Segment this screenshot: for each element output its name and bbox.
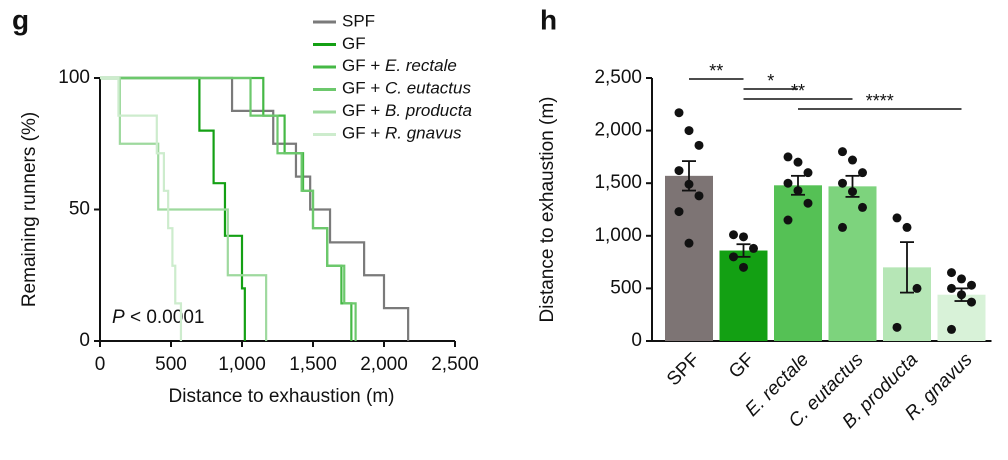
x-tick-label: 2,500 (431, 354, 479, 375)
data-point (694, 191, 704, 201)
y-tick-label: 100 (58, 67, 90, 88)
data-point (694, 140, 704, 150)
survival-curve (100, 76, 183, 341)
data-point (838, 222, 847, 232)
data-point (947, 324, 956, 334)
bar (828, 186, 877, 341)
legend-label: SPF (342, 11, 375, 30)
data-point (957, 290, 966, 300)
significance-label: ** (791, 81, 805, 101)
y-tick-label: 0 (79, 330, 90, 351)
data-point (803, 198, 813, 208)
y-tick-label: 50 (69, 199, 90, 220)
bar (774, 185, 822, 341)
x-tick-label: 1,000 (218, 354, 266, 375)
data-point (749, 243, 758, 253)
data-point (858, 168, 867, 178)
data-point (783, 178, 793, 188)
data-point (729, 230, 738, 240)
data-point (783, 152, 793, 162)
y-tick-label: 500 (610, 277, 642, 298)
data-point (674, 166, 684, 176)
x-tick-label: GF (725, 349, 759, 383)
data-point (892, 322, 902, 332)
x-tick-label: 500 (155, 354, 187, 375)
x-tick-label: SPF (663, 349, 704, 390)
annotation: P < 0.0001 (112, 307, 204, 328)
survival-curve (100, 76, 357, 341)
data-point (684, 179, 694, 189)
survival-curve (100, 76, 246, 341)
y-tick-label: 1,500 (594, 172, 642, 193)
significance-label: * (767, 71, 774, 91)
survival-curve (100, 76, 268, 341)
panel-label: g (12, 4, 29, 35)
data-point (803, 168, 813, 178)
x-tick-label: 1,500 (289, 354, 337, 375)
data-point (739, 262, 748, 272)
bar (937, 294, 986, 341)
data-point (783, 215, 793, 225)
legend-label: GF + B. producta (342, 101, 472, 120)
legend-label: GF + E. rectale (342, 56, 457, 75)
data-point (858, 202, 867, 212)
y-tick-label: 2,000 (594, 120, 642, 141)
data-point (739, 232, 748, 242)
x-axis-title: Distance to exhaustion (m) (169, 386, 395, 407)
legend-label: GF + R. gnavus (342, 124, 462, 143)
significance-label: **** (866, 91, 894, 111)
x-tick-label: 0 (95, 354, 106, 375)
data-point (684, 126, 694, 136)
data-point (838, 147, 847, 157)
data-point (902, 222, 912, 232)
bar (665, 175, 713, 341)
y-tick-label: 0 (631, 330, 642, 351)
data-point (729, 252, 738, 262)
data-point (892, 213, 902, 223)
x-tick-label: 2,000 (360, 354, 408, 375)
data-point (967, 297, 976, 307)
data-point (947, 283, 956, 293)
legend-label: GF (342, 34, 366, 53)
y-axis-title: Remaining runners (%) (19, 112, 40, 307)
data-point (674, 207, 684, 217)
data-point (912, 283, 922, 293)
data-point (848, 187, 857, 197)
data-point (793, 186, 803, 196)
y-axis-title: Distance to exhaustion (m) (537, 97, 558, 323)
panel-label: h (540, 4, 557, 35)
data-point (957, 274, 966, 284)
legend-label: GF + C. eutactus (342, 79, 471, 98)
data-point (947, 268, 956, 278)
data-point (848, 155, 857, 165)
data-point (674, 108, 684, 118)
significance-label: ** (709, 61, 723, 81)
data-point (967, 280, 976, 290)
data-point (684, 238, 694, 248)
y-tick-label: 2,500 (594, 67, 642, 88)
data-point (838, 178, 847, 188)
data-point (793, 157, 803, 167)
survival-curve (100, 76, 410, 341)
y-tick-label: 1,000 (594, 225, 642, 246)
